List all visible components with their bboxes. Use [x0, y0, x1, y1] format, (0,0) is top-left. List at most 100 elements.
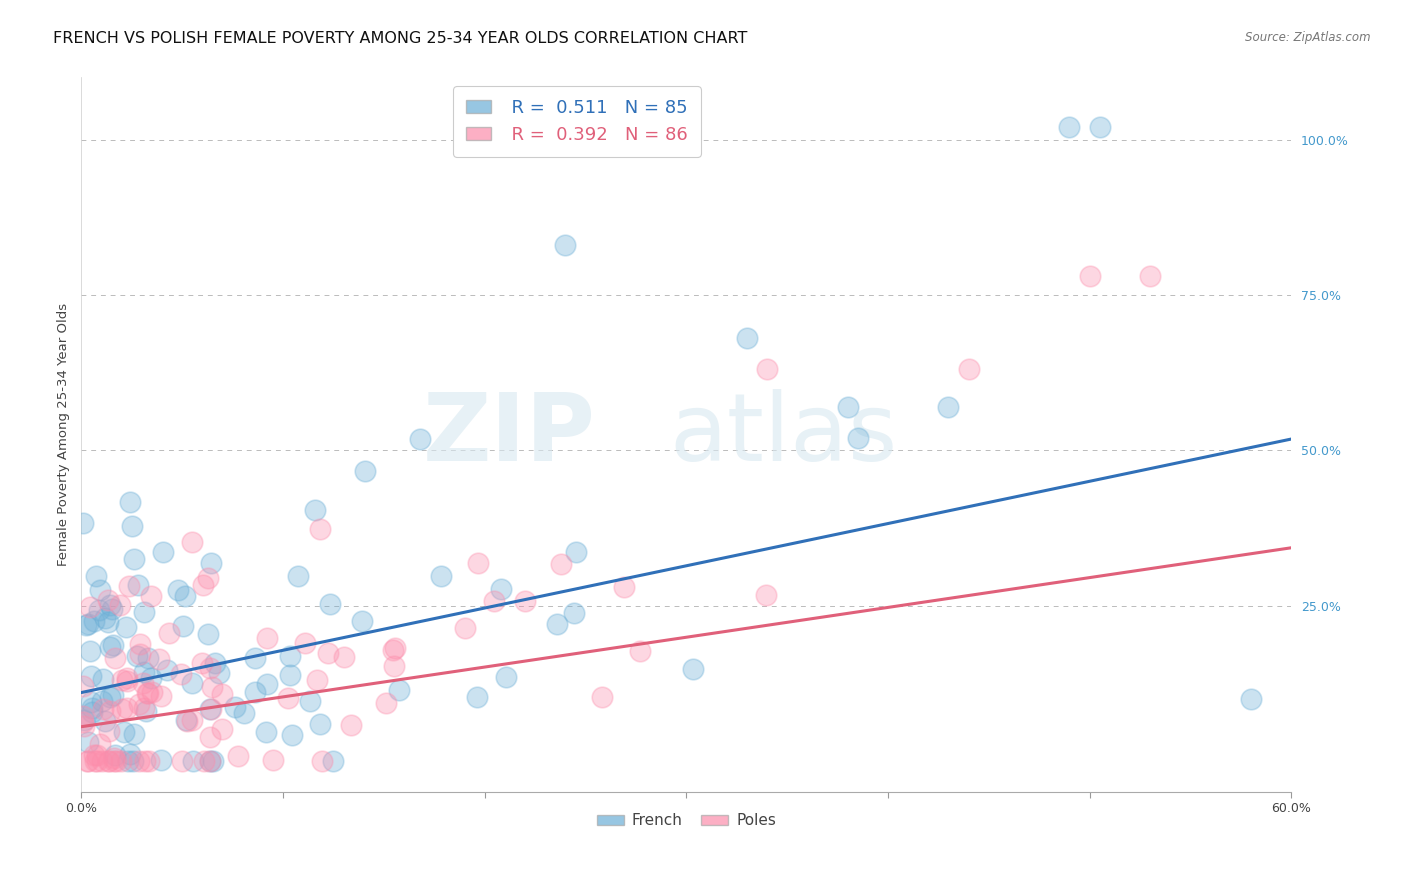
Point — [181, 713, 204, 727]
Point — [86, 748, 108, 763]
Point — [111, 673, 134, 688]
Point — [262, 753, 284, 767]
Point — [132, 665, 155, 680]
Point — [117, 754, 139, 768]
Point — [176, 714, 198, 728]
Point — [1078, 269, 1101, 284]
Point — [98, 704, 121, 718]
Point — [115, 671, 138, 685]
Y-axis label: Female Poverty Among 25-34 Year Olds: Female Poverty Among 25-34 Year Olds — [58, 303, 70, 566]
Point — [138, 754, 160, 768]
Point — [202, 754, 225, 768]
Point — [129, 637, 152, 651]
Point — [193, 754, 215, 768]
Point — [108, 599, 131, 613]
Point — [135, 704, 157, 718]
Text: atlas: atlas — [669, 389, 897, 481]
Point — [309, 523, 332, 537]
Point — [484, 594, 506, 608]
Point — [382, 658, 405, 673]
Point — [384, 640, 406, 655]
Point — [73, 719, 96, 733]
Point — [201, 680, 224, 694]
Point — [72, 714, 94, 729]
Point — [72, 679, 94, 693]
Point — [256, 677, 278, 691]
Point — [89, 737, 111, 751]
Point — [226, 749, 249, 764]
Point — [224, 700, 246, 714]
Point — [628, 644, 651, 658]
Point — [83, 748, 105, 763]
Point — [91, 694, 114, 708]
Point — [735, 331, 758, 345]
Point — [120, 495, 142, 509]
Point — [256, 631, 278, 645]
Point — [200, 557, 222, 571]
Point — [82, 705, 104, 719]
Point — [1139, 269, 1161, 284]
Point — [755, 362, 778, 376]
Point — [101, 638, 124, 652]
Point — [278, 667, 301, 681]
Point — [94, 611, 117, 625]
Point — [211, 723, 233, 737]
Point — [80, 695, 103, 709]
Point — [72, 516, 94, 531]
Point — [515, 594, 537, 608]
Point — [118, 579, 141, 593]
Point — [211, 687, 233, 701]
Point — [111, 702, 134, 716]
Point — [101, 688, 124, 702]
Point — [1088, 120, 1111, 135]
Point — [409, 432, 432, 446]
Point — [104, 748, 127, 763]
Point — [84, 569, 107, 583]
Point — [198, 702, 221, 716]
Point — [197, 627, 219, 641]
Point — [281, 728, 304, 742]
Point — [98, 754, 121, 768]
Point — [340, 717, 363, 731]
Point — [375, 696, 398, 710]
Point — [132, 605, 155, 619]
Point — [846, 431, 869, 445]
Point — [156, 663, 179, 677]
Text: ZIP: ZIP — [423, 389, 596, 481]
Point — [243, 651, 266, 665]
Point — [200, 661, 222, 675]
Point — [755, 588, 778, 602]
Point — [200, 731, 222, 745]
Point — [174, 589, 197, 603]
Point — [98, 640, 121, 654]
Point — [299, 694, 322, 708]
Point — [122, 727, 145, 741]
Point — [132, 676, 155, 690]
Point — [562, 606, 585, 620]
Point — [91, 702, 114, 716]
Point — [453, 621, 475, 635]
Point — [957, 362, 980, 376]
Point — [150, 689, 173, 703]
Point — [86, 754, 108, 768]
Point — [682, 662, 704, 676]
Point — [170, 667, 193, 681]
Point — [117, 673, 139, 688]
Point — [565, 545, 588, 559]
Point — [278, 649, 301, 664]
Point — [97, 592, 120, 607]
Point — [208, 665, 231, 680]
Point — [388, 683, 411, 698]
Point — [112, 724, 135, 739]
Point — [72, 709, 94, 723]
Point — [76, 735, 98, 749]
Point — [546, 617, 568, 632]
Point — [101, 601, 124, 615]
Point — [141, 685, 163, 699]
Point — [322, 754, 344, 768]
Point — [148, 652, 170, 666]
Point — [121, 754, 143, 768]
Point — [233, 706, 256, 721]
Point — [98, 690, 121, 704]
Point — [79, 600, 101, 615]
